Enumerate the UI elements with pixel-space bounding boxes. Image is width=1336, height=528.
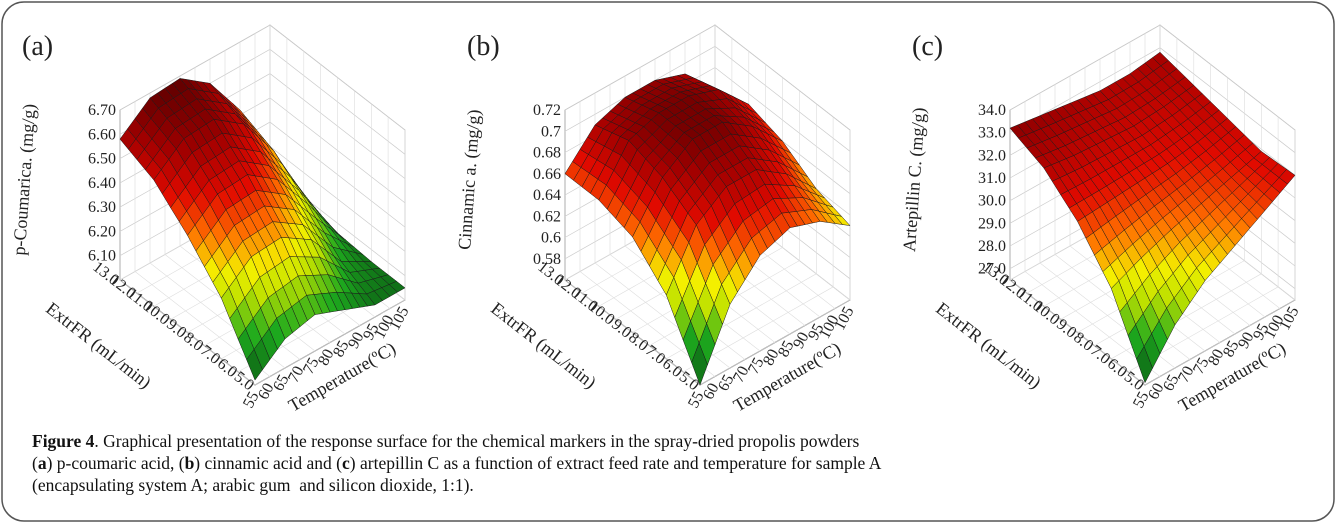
x-tick-label: 95 xyxy=(805,321,828,343)
caption-line: (encapsulating system A; arabic gum and … xyxy=(32,474,1312,496)
z-tick-label: 29.0 xyxy=(978,215,1006,232)
z-tick-label: 6.10 xyxy=(88,248,116,265)
caption-text: ( xyxy=(32,453,38,473)
z-tick-label: 0.7 xyxy=(541,123,561,140)
z-tick-label: 0.62 xyxy=(533,208,561,225)
x-tick-label: 60 xyxy=(255,380,278,402)
caption-text: Figure 4 xyxy=(32,431,95,451)
surface-chart: 27.0 28.0 29.0 30.0 31.0 32.0 33.0 34.0 55606570… xyxy=(899,24,1303,416)
z-tick-label: 0.66 xyxy=(533,166,561,183)
panel-label: (a) xyxy=(22,31,53,62)
surface-patch xyxy=(246,348,263,381)
x-tick-label: 90 xyxy=(345,329,368,351)
surface-patch xyxy=(1136,345,1153,384)
x-tick-label: 65 xyxy=(715,372,738,394)
z-tick-label: 0.68 xyxy=(533,145,561,162)
x-tick-label: 55 xyxy=(685,389,708,411)
surface-chart: 0.58 0.6 0.62 0.64 0.66 0.68 0.7 0.72 5560657075… xyxy=(454,24,858,416)
y-axis-title: ExtrFR (mL/min) xyxy=(487,298,600,393)
caption-text: c xyxy=(342,453,350,473)
caption-line: (a) p-coumaric acid, (b) cinnamic acid a… xyxy=(32,452,1312,474)
z-tick-label: 6.40 xyxy=(88,175,116,192)
panel-label: (b) xyxy=(467,31,500,62)
x-tick-label: 75 xyxy=(300,355,323,377)
x-tick-label: 90 xyxy=(790,329,813,351)
z-tick-label: 33.0 xyxy=(978,125,1006,142)
y-grid-line xyxy=(254,130,406,386)
x-tick-label: 65 xyxy=(1160,372,1183,394)
x-tick-label: 95 xyxy=(360,321,383,343)
x-tick-label: 60 xyxy=(1145,380,1168,402)
surface-patch xyxy=(691,342,708,386)
x-tick-label: 75 xyxy=(1190,355,1213,377)
x-tick-label: 65 xyxy=(270,372,293,394)
x-tick-label: 85 xyxy=(330,338,353,360)
caption-text: a xyxy=(37,453,47,473)
z-tick-label: 0.72 xyxy=(533,102,561,119)
z-axis-title: p-Coumarica. (mg/g) xyxy=(9,103,41,256)
z-tick-label: 0.6 xyxy=(541,230,561,247)
x-tick-label: 55 xyxy=(240,389,263,411)
z-tick-label: 0.58 xyxy=(533,251,561,268)
caption-text: ) p-coumaric acid, ( xyxy=(46,453,185,473)
z-tick-label: 30.0 xyxy=(978,193,1006,210)
z-axis-title: Artepillin C. (mg/g) xyxy=(899,107,930,253)
y-grid-line xyxy=(1144,130,1296,386)
z-tick-label: 6.60 xyxy=(88,126,116,143)
z-tick-label: 28.0 xyxy=(978,238,1006,255)
x-tick-label: 60 xyxy=(700,380,723,402)
x-tick-label: 95 xyxy=(1250,321,1273,343)
z-tick-label: 6.50 xyxy=(88,151,116,168)
z-tick-label: 34.0 xyxy=(978,102,1006,119)
z-tick-label: 27.0 xyxy=(978,261,1006,278)
x-tick-label: 85 xyxy=(775,338,798,360)
panel-label: (c) xyxy=(912,31,943,62)
x-tick-label: 85 xyxy=(1220,338,1243,360)
caption-line: Figure 4. Graphical presentation of the … xyxy=(32,430,1312,452)
caption-text: . Graphical presentation of the response… xyxy=(94,431,860,451)
y-grid-line xyxy=(682,116,834,373)
x-tick-label: 70 xyxy=(730,363,753,385)
z-tick-label: 0.64 xyxy=(533,187,561,204)
z-tick-label: 6.30 xyxy=(88,199,116,216)
z-tick-label: 32.0 xyxy=(978,147,1006,164)
z-axis-title: Cinnamic a. (mg/g) xyxy=(454,109,485,251)
x-tick-label: 80 xyxy=(1205,346,1228,368)
x-tick-label: 75 xyxy=(745,355,768,377)
caption-text: ) cinnamic acid and ( xyxy=(194,453,343,473)
y-axis-title: ExtrFR (mL/min) xyxy=(42,298,155,393)
x-tick-label: 55 xyxy=(1130,389,1153,411)
z-tick-label: 31.0 xyxy=(978,170,1006,187)
x-tick-label: 70 xyxy=(1175,363,1198,385)
y-grid-line xyxy=(699,130,851,386)
x-tick-label: 80 xyxy=(315,346,338,368)
x-tick-label: 70 xyxy=(285,363,308,385)
caption-text: (encapsulating system A; arabic gum and … xyxy=(32,475,474,495)
x-tick-label: 80 xyxy=(760,346,783,368)
z-tick-label: 6.70 xyxy=(88,102,116,119)
surface-chart: 6.10 6.20 6.30 6.40 6.50 6.60 6.70 556065707580… xyxy=(9,24,413,416)
y-axis-title: ExtrFR (mL/min) xyxy=(932,298,1045,393)
caption: Figure 4. Graphical presentation of the … xyxy=(32,430,1312,496)
caption-text: ) artepillin C as a function of extract … xyxy=(349,453,882,473)
caption-text: b xyxy=(184,453,195,473)
z-tick-label: 6.20 xyxy=(88,223,116,240)
x-tick-label: 90 xyxy=(1235,329,1258,351)
